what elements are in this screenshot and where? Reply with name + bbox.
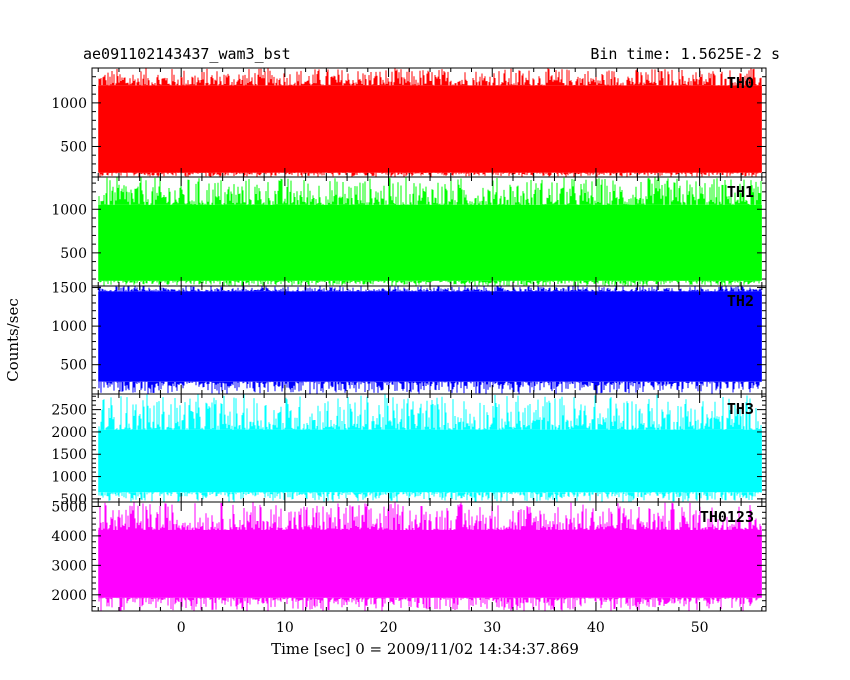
series-band-th0 [98, 85, 762, 173]
x-tick-label: 50 [691, 620, 709, 636]
y-axis-label: Counts/sec [4, 298, 22, 382]
y-tick-label: 1500 [51, 447, 87, 463]
series-upper-noise-th2 [98, 286, 762, 292]
series-upper-noise-th1 [98, 177, 762, 205]
y-tick-label: 1000 [51, 202, 87, 218]
y-tick-label: 3000 [51, 558, 87, 574]
y-tick-label: 1000 [51, 96, 87, 112]
series-label-th0: TH0 [727, 74, 754, 92]
bin-time-label: Bin time: 1.5625E-2 s [590, 45, 780, 63]
panel-th2: 500 1000 1500 TH2 [51, 281, 767, 395]
series-label-th2: TH2 [727, 292, 754, 310]
panel-frame [91, 501, 767, 612]
y-tick-label: 1500 [51, 281, 87, 297]
series-label-th0123: TH0123 [700, 508, 754, 526]
series-upper-noise-th3 [98, 394, 762, 430]
y-tick-label: 500 [60, 358, 87, 374]
series-band-th1 [98, 204, 762, 281]
series-upper-noise-th0123 [98, 502, 762, 530]
y-tick-label: 2000 [51, 425, 87, 441]
x-axis-label: Time [sec] 0 = 2009/11/02 14:34:37.869 [271, 640, 579, 658]
series-label-th1: TH1 [727, 183, 754, 201]
y-tick-label: 1000 [51, 319, 87, 335]
chart-title: ae091102143437_wam3_bst [83, 45, 291, 63]
x-tick-label: 40 [587, 620, 605, 636]
panel-th3: 500 1000 1500 2000 2500 TH3 [51, 393, 767, 508]
x-tick-label: 30 [483, 620, 501, 636]
panel-th0123: 2000 3000 4000 5000 TH0123 [51, 499, 767, 612]
x-tick-label: 0 [177, 620, 186, 636]
series-band-th3 [98, 429, 762, 493]
series-band-th2 [98, 291, 762, 382]
y-tick-label: 500 [60, 139, 87, 155]
series-lower-noise-th0 [98, 172, 762, 177]
series-lower-noise-th2 [98, 381, 762, 394]
y-tick-label: 500 [60, 246, 87, 262]
panel-th0: 500 1000 TH0 [51, 67, 767, 178]
panels: 5001000TH05001000TH150010001500TH2500100… [51, 67, 767, 636]
y-tick-label: 2000 [51, 588, 87, 604]
x-tick-label: 20 [380, 620, 398, 636]
y-tick-label: 5000 [51, 499, 87, 515]
series-label-th3: TH3 [727, 400, 754, 418]
series-lower-noise-th1 [98, 280, 761, 286]
panel-th1: 500 1000 TH1 [51, 176, 767, 287]
series-band-th0123 [98, 529, 762, 598]
y-tick-label: 2500 [51, 403, 87, 419]
series-upper-noise-th0 [98, 68, 762, 86]
series-lower-noise-th3 [98, 492, 762, 502]
y-tick-label: 4000 [51, 529, 87, 545]
y-tick-label: 500 [60, 492, 87, 508]
x-tick-label: 10 [276, 620, 294, 636]
series-lower-noise-th0123 [98, 597, 762, 611]
y-tick-label: 1000 [51, 470, 87, 486]
